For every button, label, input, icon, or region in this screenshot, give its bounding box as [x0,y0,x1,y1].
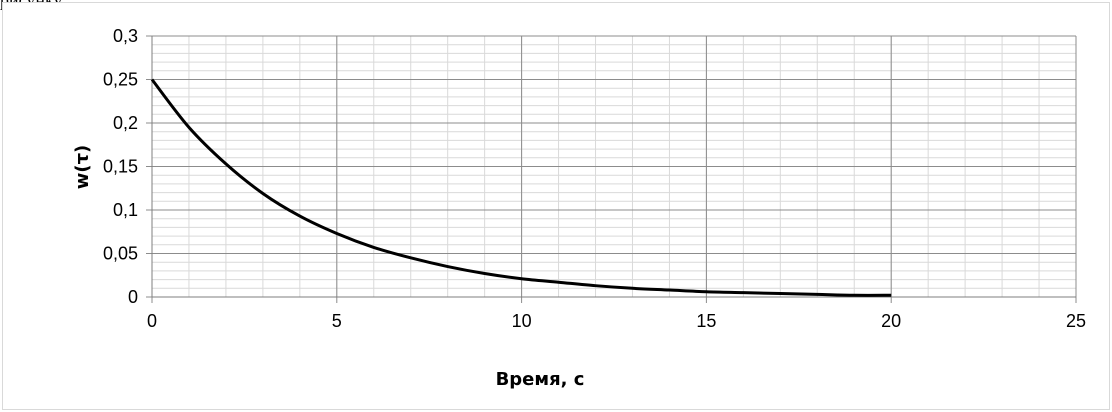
x-tick-label: 15 [696,311,716,331]
y-tick-label: 0,25 [103,70,138,90]
x-tick-label: 25 [1066,311,1086,331]
y-tick-label: 0,05 [103,244,138,264]
series-line-0 [150,78,892,297]
x-axis-title: Время, с [496,369,585,390]
x-tick-label: 0 [147,311,157,331]
major-grid [146,35,1077,303]
y-tick-label: 0,1 [113,200,138,220]
y-tick-label: 0,15 [103,157,138,177]
x-tick-label: 20 [881,311,901,331]
y-tick-label: 0,3 [113,26,138,46]
y-tick-label: 0,2 [113,113,138,133]
x-tick-label: 10 [512,311,532,331]
y-tick-labels: 0 0,05 0,1 0,15 0,2 0,25 0,3 [103,26,138,307]
series-layer [150,78,892,297]
x-tick-labels: 0 5 10 15 20 25 [147,311,1086,331]
y-tick-label: 0 [128,287,138,307]
x-tick-label: 5 [332,311,342,331]
y-axis-title: w(τ) [72,145,93,190]
